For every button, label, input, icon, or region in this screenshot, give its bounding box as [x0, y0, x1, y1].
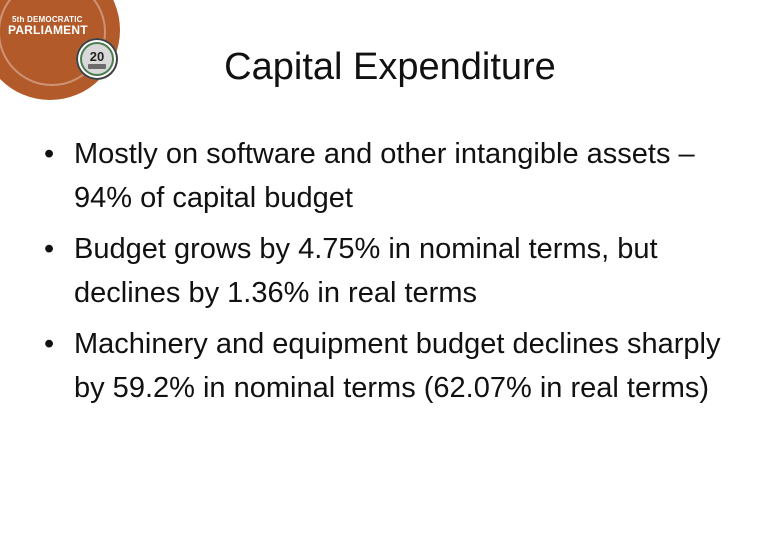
- badge-number: 20: [89, 49, 105, 64]
- bullet-item-budget-growth: • Budget grows by 4.75% in nominal terms…: [44, 227, 734, 315]
- bullet-dot-icon: •: [44, 233, 55, 265]
- bullet-item-machinery: • Machinery and equipment budget decline…: [44, 322, 734, 410]
- logo-text-line1: 5th DEMOCRATIC: [12, 15, 83, 24]
- logo-text-line2: PARLIAMENT: [8, 23, 88, 37]
- anniversary-badge-icon: 20: [76, 38, 118, 80]
- bullet-dot-icon: •: [44, 138, 55, 170]
- bullet-item-software: • Mostly on software and other intangibl…: [44, 132, 734, 220]
- badge-strip: [88, 64, 106, 69]
- bullet-text: Machinery and equipment budget declines …: [74, 328, 721, 404]
- parliament-logo: 5th DEMOCRATIC PARLIAMENT 20: [0, 0, 130, 110]
- badge-inner: 20: [80, 42, 114, 76]
- bullet-list: • Mostly on software and other intangibl…: [44, 132, 734, 417]
- bullet-dot-icon: •: [44, 328, 55, 360]
- bullet-text: Budget grows by 4.75% in nominal terms, …: [74, 233, 658, 309]
- slide-title: Capital Expenditure: [224, 46, 556, 88]
- bullet-text: Mostly on software and other intangible …: [74, 138, 695, 214]
